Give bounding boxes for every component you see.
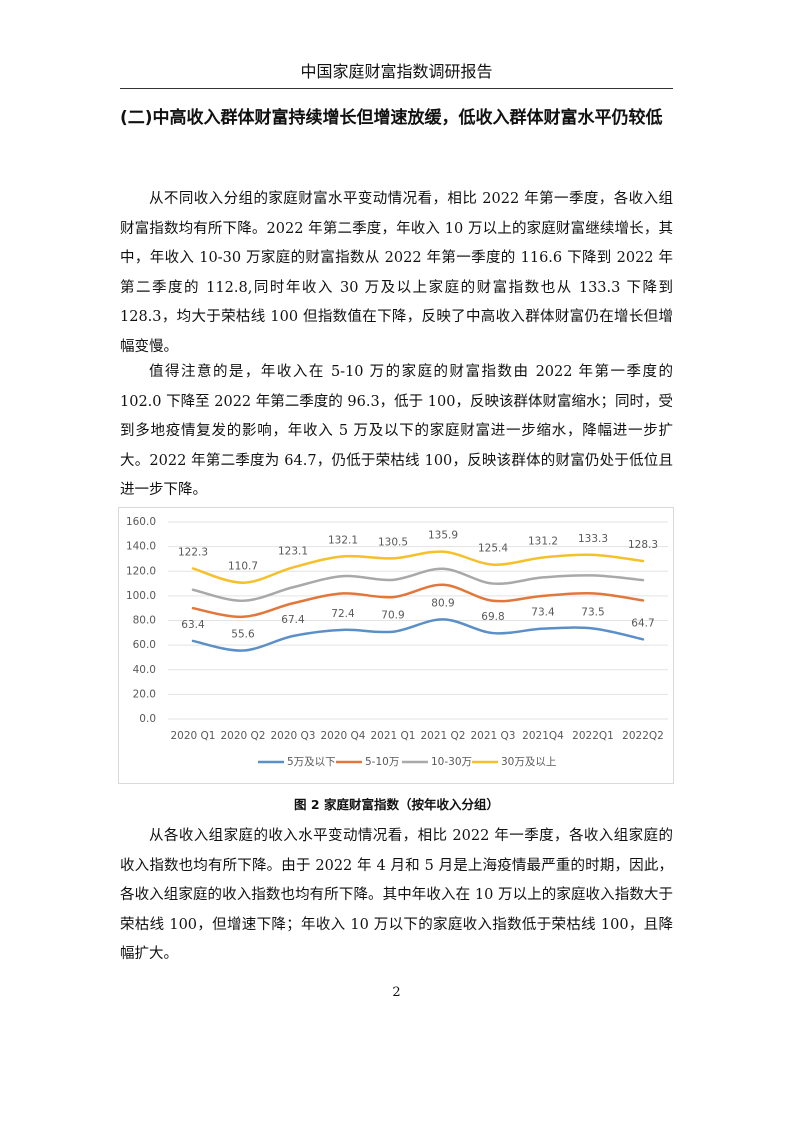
- section-heading: (二)中高收入群体财富持续增长但增速放缓，低收入群体财富水平仍较低: [120, 108, 663, 128]
- data-label: 63.4: [181, 619, 205, 631]
- data-label: 123.1: [278, 545, 308, 557]
- data-label: 72.4: [331, 608, 355, 620]
- series-line: [191, 567, 645, 603]
- y-tick-label: 120.0: [126, 565, 156, 577]
- x-tick-label: 2022Q2: [622, 730, 664, 742]
- header-rule: [120, 88, 673, 89]
- x-tick-label: 2021 Q2: [420, 730, 465, 742]
- y-tick-label: 100.0: [126, 590, 156, 602]
- data-label: 80.9: [431, 597, 454, 609]
- data-label: 55.6: [231, 629, 255, 641]
- data-label: 110.7: [228, 561, 258, 573]
- data-label: 125.4: [478, 543, 508, 555]
- legend-label: 10-30万: [431, 756, 472, 768]
- legend-label: 30万及以上: [501, 756, 556, 768]
- data-label: 135.9: [428, 530, 458, 542]
- data-label: 122.3: [178, 546, 208, 558]
- data-label: 130.5: [378, 536, 408, 548]
- page-number: 2: [392, 985, 401, 1000]
- series-line: [191, 583, 645, 619]
- y-tick-label: 0.0: [139, 713, 156, 725]
- data-label: 73.5: [581, 607, 604, 619]
- x-tick-label: 2021 Q3: [470, 730, 515, 742]
- x-tick-label: 2021Q4: [522, 730, 564, 742]
- legend-label: 5-10万: [365, 756, 399, 768]
- x-tick-label: 2020 Q3: [270, 730, 315, 742]
- x-tick-label: 2021 Q1: [370, 730, 415, 742]
- chart: 0.0 20.0 40.0 60.0 80.0 100.0 120.0 140.0 160.0 2…: [118, 507, 674, 784]
- data-label: 67.4: [281, 614, 305, 626]
- x-tick-label: 2020 Q1: [170, 730, 215, 742]
- data-label: 132.1: [328, 534, 358, 546]
- y-tick-label: 40.0: [133, 664, 156, 676]
- legend-label: 5万及以下: [287, 756, 336, 768]
- data-label: 73.4: [531, 607, 555, 619]
- series-line: [191, 618, 645, 652]
- data-label: 70.9: [381, 610, 404, 622]
- data-label: 69.8: [481, 611, 504, 623]
- x-tick-label: 2020 Q2: [220, 730, 265, 742]
- figure-caption: 图 2 家庭财富指数（按年收入分组）: [294, 797, 499, 812]
- data-label: 133.3: [578, 533, 608, 545]
- x-tick-label: 2022Q1: [572, 730, 614, 742]
- paragraph: 从不同收入分组的家庭财富水平变动情况看，相比 2022 年第一季度，各收入组财富…: [120, 191, 673, 355]
- y-tick-label: 60.0: [133, 639, 156, 651]
- y-tick-label: 20.0: [133, 688, 156, 700]
- y-tick-label: 140.0: [126, 541, 156, 553]
- data-label: 64.7: [631, 617, 654, 629]
- series-line: [191, 550, 645, 584]
- data-label: 128.3: [628, 539, 658, 551]
- paragraph: 值得注意的是，年收入在 5-10 万的家庭的财富指数由 2022 年第一季度的 …: [120, 364, 673, 498]
- y-tick-label: 80.0: [133, 615, 156, 627]
- header-title: 中国家庭财富指数调研报告: [300, 62, 493, 81]
- y-tick-label: 160.0: [126, 516, 156, 528]
- paragraph: 从各收入组家庭的收入水平变动情况看，相比 2022 年一季度，各收入组家庭的收入…: [120, 828, 673, 962]
- data-label: 131.2: [528, 535, 558, 547]
- x-tick-label: 2020 Q4: [320, 730, 365, 742]
